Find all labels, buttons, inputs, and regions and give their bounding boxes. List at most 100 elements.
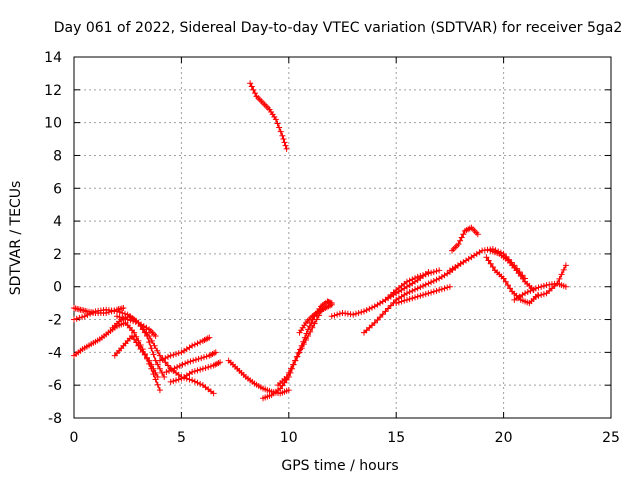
y-tick-label: 8: [53, 148, 62, 164]
data-point: [163, 369, 170, 376]
data-point: [124, 316, 131, 323]
data-point: [409, 295, 416, 302]
data-point: [280, 136, 287, 143]
data-point: [164, 362, 171, 369]
data-point: [360, 308, 367, 315]
data-point: [428, 279, 435, 286]
data-point: [393, 300, 400, 307]
data-point: [203, 353, 210, 360]
data-point: [281, 139, 288, 146]
chart-title: Day 061 of 2022, Sidereal Day-to-day VTE…: [54, 20, 623, 36]
data-point: [433, 287, 440, 294]
y-axis-label: SDTVAR / TECUs: [8, 181, 24, 296]
y-tick-label: -2: [48, 313, 62, 329]
data-point: [156, 357, 163, 364]
data-point: [428, 289, 435, 296]
data-point: [217, 359, 224, 366]
data-point: [430, 268, 437, 275]
series-track-22: [487, 247, 537, 294]
grid: [74, 57, 611, 418]
data-point: [532, 285, 539, 292]
data-point: [411, 294, 418, 301]
data-point: [436, 267, 443, 274]
data-point: [191, 378, 198, 385]
data-point: [331, 312, 338, 319]
data-point: [84, 312, 91, 319]
data-point: [76, 314, 83, 321]
data-point: [352, 310, 359, 317]
data-point: [182, 360, 189, 367]
data-point: [485, 257, 492, 264]
data-point: [558, 271, 565, 278]
series-track-17: [382, 267, 443, 303]
data-point: [152, 332, 159, 339]
data-point: [276, 124, 283, 131]
data-point: [250, 86, 257, 93]
series-track-24: [532, 262, 569, 300]
data-point: [298, 345, 305, 352]
data-point: [308, 319, 315, 326]
data-point: [489, 264, 496, 271]
data-point: [194, 379, 201, 386]
y-tick-label: 2: [53, 247, 62, 263]
data-point: [166, 367, 173, 374]
data-point: [79, 314, 86, 321]
data-point: [457, 237, 464, 244]
data-point: [406, 296, 413, 303]
data-point: [379, 311, 386, 318]
data-point: [194, 340, 201, 347]
series-track-6: [113, 313, 159, 339]
data-point: [206, 334, 213, 341]
data-point: [554, 280, 561, 287]
data-point: [428, 269, 435, 276]
data-point: [507, 285, 514, 292]
data-point: [336, 310, 343, 317]
data-point: [113, 313, 120, 320]
data-point: [283, 373, 290, 380]
data-point: [309, 324, 316, 331]
x-axis-label: GPS time / hours: [281, 458, 398, 474]
data-point: [207, 363, 214, 370]
data-point: [422, 291, 429, 298]
data-point: [287, 365, 294, 372]
series-track-13: [275, 308, 325, 389]
data-point: [371, 319, 378, 326]
data-point: [350, 311, 357, 318]
data-point: [530, 286, 537, 293]
data-point: [195, 355, 202, 362]
data-point: [406, 277, 413, 284]
data-point: [444, 284, 451, 291]
data-point: [422, 271, 429, 278]
data-point: [562, 283, 569, 290]
data-point: [363, 307, 370, 314]
data-point: [430, 277, 437, 284]
data-point: [186, 376, 193, 383]
y-tick-label: -6: [48, 378, 62, 394]
data-point: [197, 366, 204, 373]
data-point: [189, 377, 196, 384]
series-track-12: [260, 298, 335, 402]
data-point: [401, 297, 408, 304]
data-point: [189, 369, 196, 376]
data-point: [173, 377, 180, 384]
data-point: [436, 287, 443, 294]
series-track-5: [111, 332, 161, 380]
data-point: [290, 361, 297, 368]
data-point: [135, 342, 142, 349]
data-point: [154, 361, 161, 368]
data-point: [460, 231, 467, 238]
y-tick-label: 14: [44, 50, 62, 66]
data-point: [191, 341, 198, 348]
data-point: [420, 282, 427, 289]
data-point: [500, 275, 507, 282]
data-point: [358, 309, 365, 316]
y-tick-label: -4: [48, 345, 62, 361]
data-point: [176, 362, 183, 369]
data-point: [502, 278, 509, 285]
x-tick-label: 20: [495, 430, 513, 446]
data-point: [159, 369, 166, 376]
data-point: [148, 337, 155, 344]
series-track-16: [360, 260, 464, 336]
y-tick-label: 12: [44, 83, 62, 99]
